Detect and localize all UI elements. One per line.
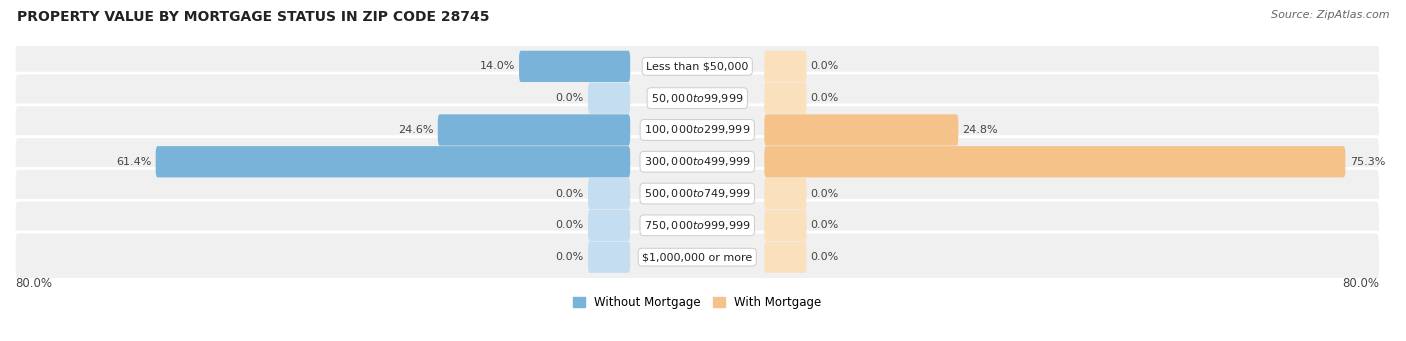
Text: 0.0%: 0.0% [555, 189, 583, 198]
Text: 80.0%: 80.0% [1343, 277, 1379, 290]
FancyBboxPatch shape [14, 137, 1381, 187]
Text: 80.0%: 80.0% [15, 277, 52, 290]
Text: $50,000 to $99,999: $50,000 to $99,999 [651, 92, 744, 105]
Text: 0.0%: 0.0% [811, 220, 839, 231]
Text: PROPERTY VALUE BY MORTGAGE STATUS IN ZIP CODE 28745: PROPERTY VALUE BY MORTGAGE STATUS IN ZIP… [17, 10, 489, 24]
FancyBboxPatch shape [765, 83, 807, 114]
FancyBboxPatch shape [14, 168, 1381, 219]
FancyBboxPatch shape [588, 83, 630, 114]
Text: Source: ZipAtlas.com: Source: ZipAtlas.com [1271, 10, 1389, 20]
FancyBboxPatch shape [765, 114, 959, 146]
Text: 0.0%: 0.0% [555, 93, 583, 103]
FancyBboxPatch shape [14, 41, 1381, 91]
Text: $300,000 to $499,999: $300,000 to $499,999 [644, 155, 751, 168]
FancyBboxPatch shape [765, 146, 1346, 177]
Text: 0.0%: 0.0% [811, 61, 839, 71]
FancyBboxPatch shape [14, 73, 1381, 123]
Text: 24.6%: 24.6% [398, 125, 433, 135]
FancyBboxPatch shape [588, 210, 630, 241]
Text: 0.0%: 0.0% [811, 252, 839, 262]
Legend: Without Mortgage, With Mortgage: Without Mortgage, With Mortgage [568, 291, 827, 314]
Text: $100,000 to $299,999: $100,000 to $299,999 [644, 123, 751, 136]
FancyBboxPatch shape [156, 146, 630, 177]
Text: 0.0%: 0.0% [811, 93, 839, 103]
Text: $500,000 to $749,999: $500,000 to $749,999 [644, 187, 751, 200]
FancyBboxPatch shape [14, 232, 1381, 282]
FancyBboxPatch shape [519, 51, 630, 82]
Text: 0.0%: 0.0% [555, 220, 583, 231]
Text: 0.0%: 0.0% [555, 252, 583, 262]
FancyBboxPatch shape [765, 51, 807, 82]
Text: 75.3%: 75.3% [1350, 157, 1385, 167]
FancyBboxPatch shape [14, 200, 1381, 251]
Text: Less than $50,000: Less than $50,000 [647, 61, 748, 71]
Text: 14.0%: 14.0% [479, 61, 515, 71]
FancyBboxPatch shape [14, 105, 1381, 155]
Text: $1,000,000 or more: $1,000,000 or more [643, 252, 752, 262]
Text: 0.0%: 0.0% [811, 189, 839, 198]
Text: $750,000 to $999,999: $750,000 to $999,999 [644, 219, 751, 232]
FancyBboxPatch shape [437, 114, 630, 146]
FancyBboxPatch shape [765, 178, 807, 209]
Text: 61.4%: 61.4% [117, 157, 152, 167]
FancyBboxPatch shape [765, 210, 807, 241]
FancyBboxPatch shape [588, 241, 630, 273]
FancyBboxPatch shape [588, 178, 630, 209]
Text: 24.8%: 24.8% [963, 125, 998, 135]
FancyBboxPatch shape [765, 241, 807, 273]
